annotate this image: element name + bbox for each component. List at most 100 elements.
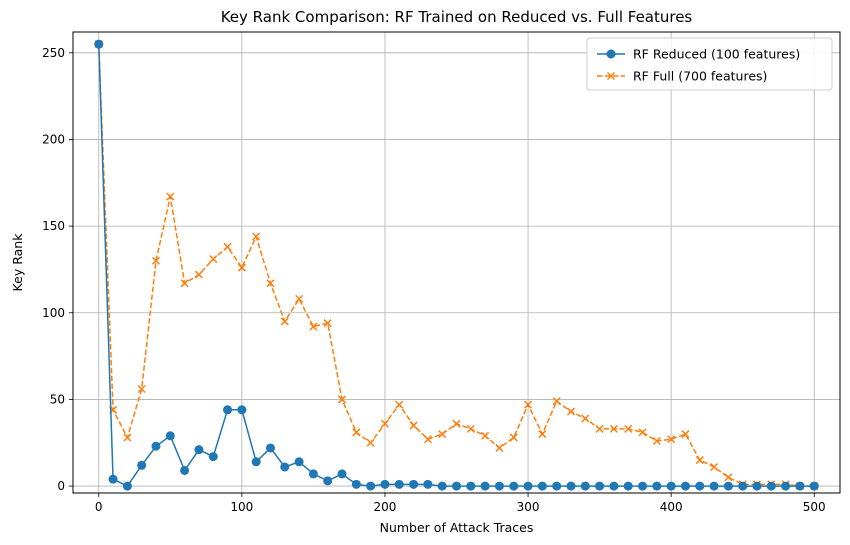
data-point: [352, 428, 361, 437]
data-point: [123, 433, 132, 442]
data-point: [194, 445, 204, 455]
data-point: [180, 465, 190, 475]
data-point: [781, 481, 791, 491]
data-point: [695, 456, 704, 465]
data-point: [766, 481, 776, 491]
data-point: [437, 481, 447, 491]
data-point: [208, 452, 218, 462]
y-tick-label: 50: [50, 392, 65, 406]
data-point: [466, 481, 476, 491]
data-point: [580, 481, 590, 491]
data-point: [166, 192, 175, 201]
data-point: [480, 481, 490, 491]
data-point: [809, 481, 819, 491]
data-point: [251, 457, 261, 467]
data-point: [180, 279, 189, 288]
data-point: [151, 256, 161, 265]
data-point: [409, 479, 419, 489]
x-tick-label: 500: [803, 500, 826, 514]
data-point: [323, 476, 333, 486]
data-point: [423, 435, 432, 444]
data-point: [380, 419, 389, 428]
chart-title: Key Rank Comparison: RF Trained on Reduc…: [221, 8, 693, 26]
data-point: [509, 481, 519, 491]
data-point: [723, 481, 733, 491]
x-tick-label: 200: [373, 500, 396, 514]
data-point: [337, 395, 347, 404]
data-point: [681, 430, 690, 439]
y-tick-label: 200: [42, 132, 65, 146]
data-point: [137, 460, 147, 470]
data-point: [151, 441, 161, 451]
plot-frame: [72, 31, 841, 494]
data-point: [752, 481, 762, 491]
series-layer: [94, 39, 819, 491]
data-point: [566, 481, 576, 491]
data-point: [438, 430, 447, 439]
data-point: [680, 481, 690, 491]
data-point: [738, 481, 748, 491]
data-point: [223, 405, 233, 415]
data-point: [351, 479, 361, 489]
x-tick-label: 300: [517, 500, 540, 514]
data-point: [137, 384, 146, 394]
data-point: [380, 479, 390, 489]
data-point: [295, 294, 304, 303]
x-tick-label: 100: [230, 500, 253, 514]
y-axis-label: Key Rank: [10, 233, 25, 292]
legend-box: [586, 37, 833, 91]
data-point: [394, 479, 404, 489]
data-point: [94, 39, 104, 49]
data-point: [724, 473, 733, 482]
legend: RF Reduced (100 features) RF Full (700 fe…: [586, 37, 833, 91]
data-point: [552, 481, 562, 491]
data-point: [266, 279, 275, 288]
data-point: [638, 481, 648, 491]
data-point: [423, 479, 433, 489]
data-point: [538, 430, 547, 439]
data-point: [452, 481, 461, 491]
data-point: [495, 443, 504, 452]
legend-entry-label: RF Reduced (100 features): [633, 47, 800, 62]
data-point: [280, 317, 289, 326]
data-point: [509, 433, 518, 442]
data-point: [265, 443, 275, 453]
data-point: [523, 481, 533, 491]
data-point: [552, 397, 561, 406]
data-point: [652, 481, 662, 491]
data-point: [695, 481, 705, 491]
data-point: [337, 469, 347, 479]
data-point: [652, 436, 661, 446]
data-point: [666, 481, 676, 491]
data-point: [638, 428, 647, 437]
data-point: [609, 424, 618, 433]
y-tick-label: 0: [57, 479, 65, 493]
data-point: [308, 469, 318, 479]
data-point: [624, 424, 633, 433]
data-point: [223, 242, 232, 251]
data-point: [237, 405, 247, 415]
data-point: [524, 400, 533, 409]
series-rf-full: [94, 40, 819, 491]
legend-marker: [606, 49, 616, 59]
data-point: [294, 457, 304, 467]
data-point: [165, 431, 175, 441]
series-rf-reduced: [94, 39, 819, 491]
x-axis-label: Number of Attack Traces: [380, 520, 534, 535]
data-point: [366, 481, 376, 491]
data-point: [795, 481, 805, 491]
data-point: [581, 414, 590, 423]
legend-marker: [606, 71, 616, 81]
data-point: [481, 431, 490, 440]
data-point: [609, 481, 619, 491]
data-point: [595, 424, 604, 433]
data-point: [108, 474, 118, 484]
data-point: [537, 481, 547, 491]
data-point: [623, 481, 633, 491]
x-tick-label: 400: [660, 500, 683, 514]
data-point: [209, 255, 218, 264]
x-tick-label: 0: [95, 500, 103, 514]
y-tick-label: 150: [42, 219, 65, 233]
